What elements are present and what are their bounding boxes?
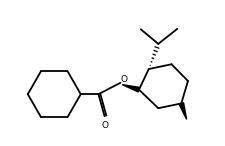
- Polygon shape: [179, 103, 187, 119]
- Polygon shape: [122, 85, 140, 92]
- Text: O: O: [120, 75, 127, 84]
- Text: O: O: [101, 121, 108, 130]
